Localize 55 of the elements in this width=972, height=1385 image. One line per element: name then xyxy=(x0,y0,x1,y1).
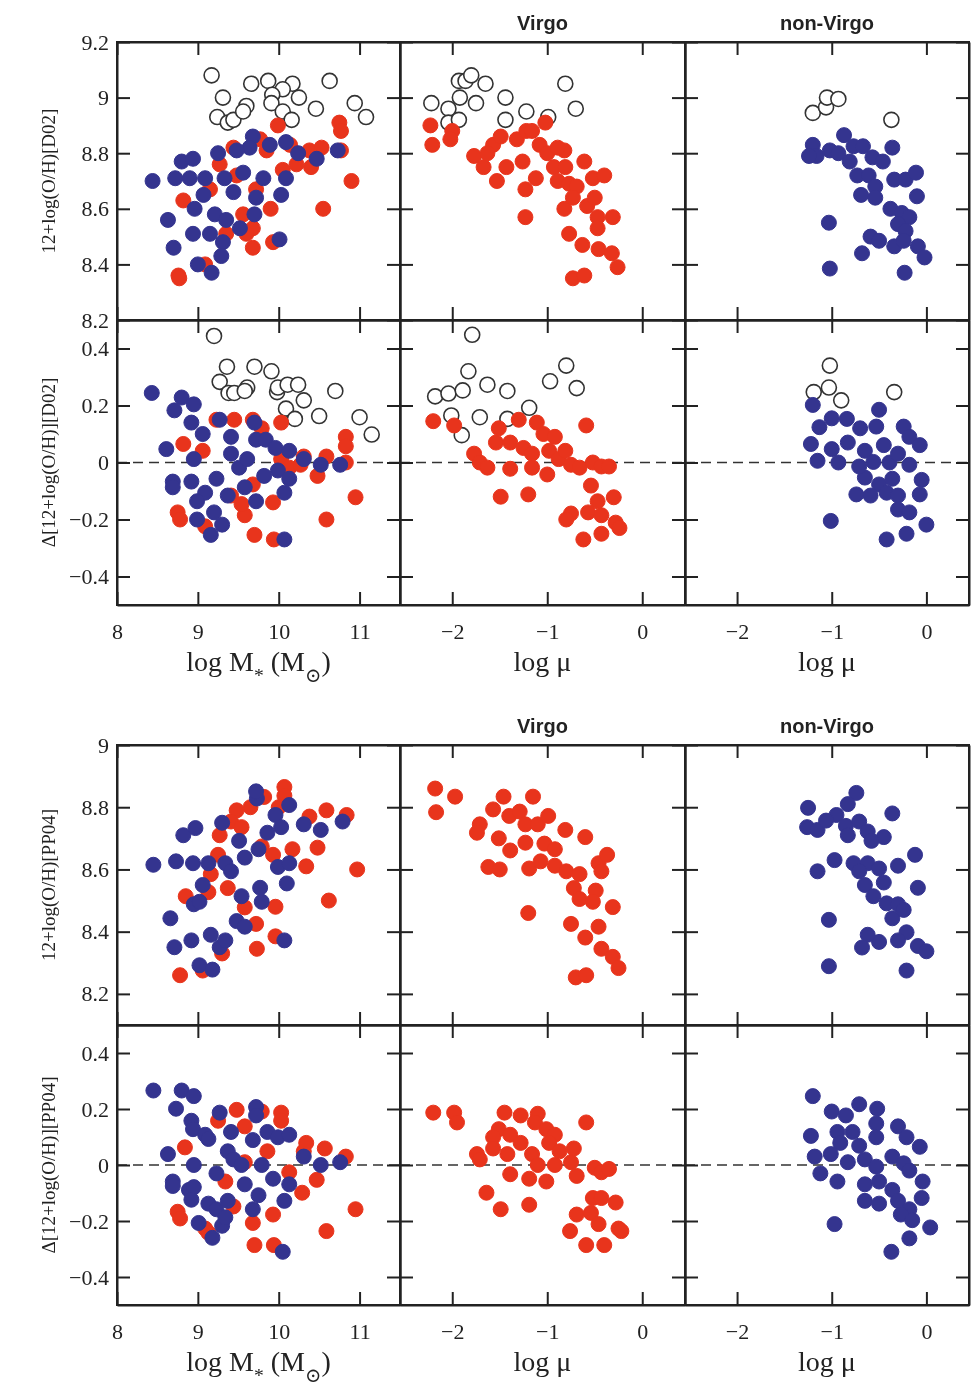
chart-title: non-Virgo xyxy=(779,715,875,737)
y-tick-label: 0.2 xyxy=(81,1096,109,1122)
chart-title: non-Virgo xyxy=(779,12,875,34)
x-tick-label: 9 xyxy=(192,1318,204,1344)
y-tick-label: −0.4 xyxy=(69,564,109,590)
x-tick-label: 0 xyxy=(637,618,649,644)
y-tick-label: −0.4 xyxy=(69,1264,109,1290)
x-axis-title: log μ xyxy=(513,646,572,677)
x-tick-label: 11 xyxy=(349,618,371,644)
x-tick-label: −2 xyxy=(441,618,465,644)
y-tick-label: 8.8 xyxy=(81,140,109,166)
x-tick-label: 0 xyxy=(921,1318,933,1344)
x-tick-label: −2 xyxy=(725,1318,750,1344)
y-tick-label: 0 xyxy=(98,1152,109,1178)
x-tick-label: 8 xyxy=(112,618,123,644)
y-tick-label: 8.6 xyxy=(81,196,109,222)
y-tick-label: 0.4 xyxy=(81,336,109,362)
x-axis-title: log μ xyxy=(798,646,856,677)
x-tick-label: 10 xyxy=(268,618,291,644)
x-tick-label: 0 xyxy=(921,618,933,644)
x-axis-title: log M$_{*}$ (M$_{⊙}$) xyxy=(186,1346,331,1385)
y-tick-label: 8.4 xyxy=(81,251,109,277)
y-tick-label: 0.2 xyxy=(81,393,109,419)
y-tick-label: 9 xyxy=(98,732,109,758)
x-axis-title: log μ xyxy=(798,1346,856,1377)
x-axis-title: log μ xyxy=(513,1346,572,1377)
x-tick-label: −2 xyxy=(725,618,750,644)
y-tick-label: 0 xyxy=(98,450,109,476)
y-tick-label: −0.2 xyxy=(69,507,109,533)
y-tick-label: 8.2 xyxy=(81,307,109,333)
x-tick-label: −1 xyxy=(820,618,844,644)
y-axis-title: Δ[12+log(O/H)][PP04] xyxy=(38,1076,60,1254)
y-tick-label: 9.2 xyxy=(81,29,109,55)
x-axis-title: log M$_{*}$ (M$_{⊙}$) xyxy=(186,646,331,686)
x-tick-label: −1 xyxy=(820,1318,844,1344)
x-tick-label: 0 xyxy=(637,1318,649,1344)
x-tick-label: −1 xyxy=(536,618,560,644)
x-tick-label: 8 xyxy=(112,1318,123,1344)
y-tick-label: 9 xyxy=(98,85,109,111)
y-tick-label: −0.2 xyxy=(69,1208,109,1234)
y-tick-label: 0.4 xyxy=(81,1040,109,1066)
y-tick-label: 8.6 xyxy=(81,856,109,882)
y-tick-label: 8.8 xyxy=(81,794,109,820)
x-tick-label: −2 xyxy=(441,1318,465,1344)
x-tick-label: 10 xyxy=(268,1318,291,1344)
y-axis-title: Δ[12+log(O/H)][D02] xyxy=(38,377,60,548)
x-tick-label: 11 xyxy=(349,1318,371,1344)
y-tick-label: 8.2 xyxy=(81,981,109,1007)
y-axis-title: 12+log(O/H)[D02] xyxy=(38,108,60,254)
chart-title: Virgo xyxy=(517,715,568,737)
x-tick-label: 9 xyxy=(192,618,204,644)
y-tick-label: 8.4 xyxy=(81,919,109,945)
y-axis-title: 12+log(O/H)[PP04] xyxy=(38,808,60,962)
x-tick-label: −1 xyxy=(536,1318,560,1344)
chart-title: Virgo xyxy=(517,12,568,34)
